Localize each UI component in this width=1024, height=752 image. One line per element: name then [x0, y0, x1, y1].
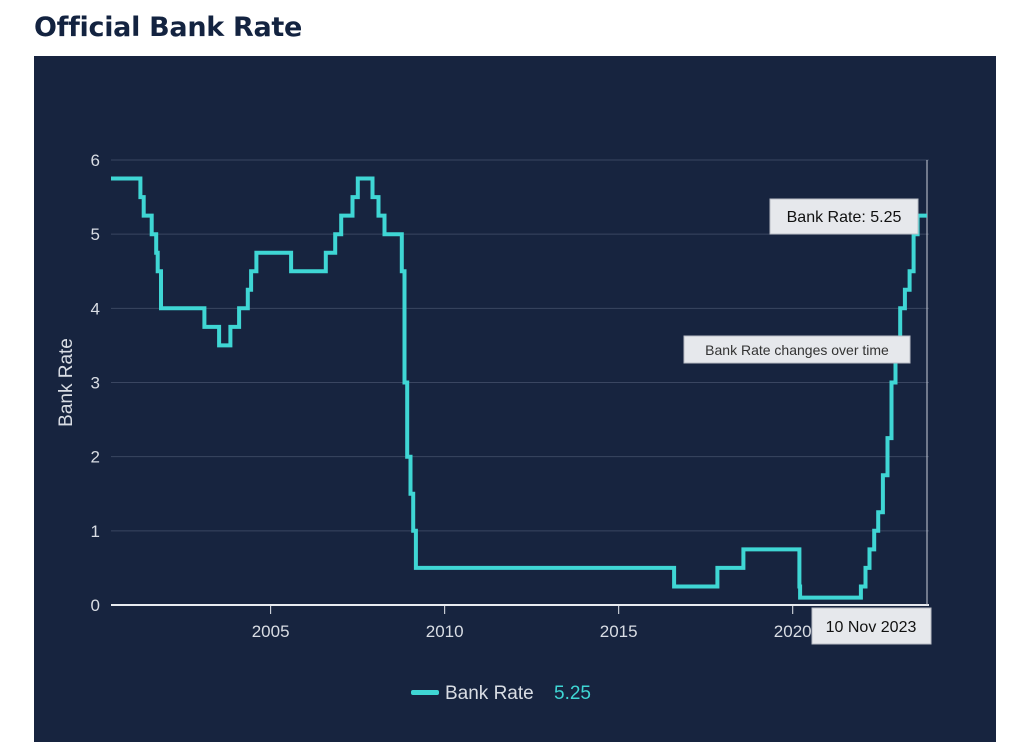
- y-tick-label: 0: [91, 596, 100, 615]
- y-tick-label: 5: [91, 225, 100, 244]
- annotation-text: Bank Rate changes over time: [705, 342, 889, 358]
- x-tick-label: 2010: [426, 622, 464, 641]
- chart-annotation: Bank Rate changes over time: [683, 335, 911, 364]
- y-axis-title: Bank Rate: [56, 338, 77, 427]
- tooltip-date[interactable]: 10 Nov 2023: [811, 607, 932, 645]
- legend-series-name: Bank Rate: [445, 683, 534, 704]
- y-tick-labels: 0 1 2 3 4 5 6: [91, 151, 100, 615]
- x-tick-label: 2020: [774, 622, 812, 641]
- x-tick-label: 2005: [252, 622, 290, 641]
- tooltip-value-text: Bank Rate: 5.25: [787, 209, 902, 226]
- y-tick-label: 1: [91, 522, 100, 541]
- tooltip-value-box: [769, 198, 919, 235]
- tooltip-value[interactable]: Bank Rate: 5.25: [769, 198, 919, 235]
- chart-panel: 0 1 2 3 4 5 6 2005 2010 2015 2020 Bank Rate Bank …: [34, 56, 996, 742]
- x-tick-labels: 2005 2010 2015 2020: [252, 605, 812, 641]
- series-line-bank-rate[interactable]: [111, 176, 927, 600]
- x-tick-label: 2015: [600, 622, 638, 641]
- legend-swatch: [411, 690, 439, 695]
- annotation-box: [683, 335, 911, 364]
- y-tick-label: 6: [91, 151, 100, 170]
- tooltip-date-text: 10 Nov 2023: [826, 619, 917, 636]
- tooltip-date-box: [811, 607, 932, 645]
- page-title: Official Bank Rate: [34, 12, 303, 43]
- y-tick-label: 4: [91, 299, 100, 318]
- y-tick-label: 3: [91, 374, 100, 393]
- y-tick-label: 2: [91, 448, 100, 467]
- series-layer: [111, 176, 927, 600]
- legend[interactable]: Bank Rate 5.25: [411, 683, 591, 704]
- bank-rate-chart: 0 1 2 3 4 5 6 2005 2010 2015 2020 Bank Rate Bank …: [56, 151, 932, 704]
- legend-series-value: 5.25: [554, 683, 591, 704]
